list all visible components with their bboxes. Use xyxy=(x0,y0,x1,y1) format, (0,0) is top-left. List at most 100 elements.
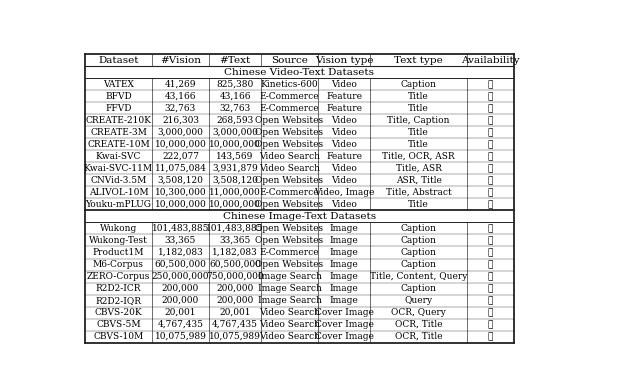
Text: Title, Caption: Title, Caption xyxy=(387,116,450,125)
Text: 216,303: 216,303 xyxy=(162,116,199,125)
Text: Open Websites: Open Websites xyxy=(255,116,324,125)
Text: 250,000,000: 250,000,000 xyxy=(152,272,209,281)
Text: Video Search: Video Search xyxy=(259,320,320,329)
Text: Caption: Caption xyxy=(401,80,436,89)
Text: Availability: Availability xyxy=(461,56,520,65)
Text: 4,767,435: 4,767,435 xyxy=(212,320,258,329)
Text: Title: Title xyxy=(408,140,429,149)
Text: 32,763: 32,763 xyxy=(220,104,251,113)
Text: Image: Image xyxy=(330,248,358,257)
Text: OCR, Title: OCR, Title xyxy=(395,320,442,329)
Text: OCR, Title: OCR, Title xyxy=(395,332,442,341)
Text: Wukong: Wukong xyxy=(100,224,137,233)
Text: E-Commerce: E-Commerce xyxy=(260,188,319,197)
Text: ✓: ✓ xyxy=(488,224,493,233)
Text: Chinese Image-Text Datasets: Chinese Image-Text Datasets xyxy=(223,212,376,221)
Text: 10,075,989: 10,075,989 xyxy=(209,332,261,341)
Text: 11,000,000: 11,000,000 xyxy=(209,188,261,197)
Text: ✗: ✗ xyxy=(488,140,493,149)
Text: ✓: ✓ xyxy=(488,248,493,257)
Text: Open Websites: Open Websites xyxy=(255,200,324,209)
Text: ✗: ✗ xyxy=(488,128,493,137)
Text: Image: Image xyxy=(330,260,358,269)
Text: Product1M: Product1M xyxy=(93,248,144,257)
Text: Youku-mPLUG: Youku-mPLUG xyxy=(86,200,152,209)
Text: Video: Video xyxy=(331,176,357,185)
Text: CREATE-10M: CREATE-10M xyxy=(87,140,150,149)
Text: Video Search: Video Search xyxy=(259,332,320,341)
Text: Feature: Feature xyxy=(326,104,362,113)
Text: Title: Title xyxy=(408,128,429,137)
Text: ✗: ✗ xyxy=(488,116,493,125)
Text: 3,000,000: 3,000,000 xyxy=(157,128,204,137)
Text: 10,000,000: 10,000,000 xyxy=(155,200,206,209)
Text: 101,483,885: 101,483,885 xyxy=(152,224,209,233)
Text: Image Search: Image Search xyxy=(258,284,321,293)
Text: E-Commerce: E-Commerce xyxy=(260,248,319,257)
Text: Video: Video xyxy=(331,128,357,137)
Text: 825,380: 825,380 xyxy=(216,80,253,89)
Text: 200,000: 200,000 xyxy=(162,296,199,305)
Text: Query: Query xyxy=(404,296,433,305)
Text: 33,365: 33,365 xyxy=(220,236,251,245)
Text: 3,508,120: 3,508,120 xyxy=(157,176,204,185)
Text: Open Websites: Open Websites xyxy=(255,176,324,185)
Text: FFVD: FFVD xyxy=(105,104,132,113)
Text: ✓: ✓ xyxy=(488,272,493,281)
Text: ✓: ✓ xyxy=(488,80,493,89)
Text: CBVS-20K: CBVS-20K xyxy=(95,308,142,317)
Text: Source: Source xyxy=(271,56,308,65)
Text: ✓: ✓ xyxy=(488,284,493,293)
Text: ✓: ✓ xyxy=(488,320,493,329)
Text: Open Websites: Open Websites xyxy=(255,224,324,233)
Text: Video Search: Video Search xyxy=(259,164,320,173)
Text: #Text: #Text xyxy=(220,56,251,65)
Text: 1,182,083: 1,182,083 xyxy=(157,248,204,257)
Text: Vision type: Vision type xyxy=(315,56,373,65)
Text: Video: Video xyxy=(331,200,357,209)
Text: Text type: Text type xyxy=(394,56,443,65)
Text: ✗: ✗ xyxy=(488,164,493,173)
Text: #Vision: #Vision xyxy=(160,56,201,65)
Text: CBVS-10M: CBVS-10M xyxy=(93,332,143,341)
Text: Caption: Caption xyxy=(401,248,436,257)
Text: Open Websites: Open Websites xyxy=(255,128,324,137)
Text: 10,075,989: 10,075,989 xyxy=(154,332,206,341)
Text: CBVS-5M: CBVS-5M xyxy=(96,320,141,329)
Text: 3,000,000: 3,000,000 xyxy=(212,128,258,137)
Text: 10,000,000: 10,000,000 xyxy=(209,200,261,209)
Text: Feature: Feature xyxy=(326,152,362,161)
Text: Image: Image xyxy=(330,296,358,305)
Text: E-Commerce: E-Commerce xyxy=(260,92,319,101)
Text: Image: Image xyxy=(330,236,358,245)
Text: Image Search: Image Search xyxy=(258,272,321,281)
Text: Title, ASR: Title, ASR xyxy=(396,164,442,173)
Text: 41,269: 41,269 xyxy=(164,80,196,89)
Text: 11,075,084: 11,075,084 xyxy=(154,164,206,173)
Text: Title: Title xyxy=(408,104,429,113)
Text: ✗: ✗ xyxy=(488,152,493,161)
Text: ASR, Title: ASR, Title xyxy=(396,176,442,185)
Text: VATEX: VATEX xyxy=(103,80,134,89)
Text: 32,763: 32,763 xyxy=(165,104,196,113)
Text: Image Search: Image Search xyxy=(258,296,321,305)
Text: Video: Video xyxy=(331,116,357,125)
Text: 33,365: 33,365 xyxy=(164,236,196,245)
Text: ✓: ✓ xyxy=(488,296,493,305)
Text: Caption: Caption xyxy=(401,236,436,245)
Text: 60,500,000: 60,500,000 xyxy=(154,260,206,269)
Text: Video: Video xyxy=(331,140,357,149)
Text: Title: Title xyxy=(408,200,429,209)
Text: 4,767,435: 4,767,435 xyxy=(157,320,204,329)
Text: ✓: ✓ xyxy=(488,200,493,209)
Text: 200,000: 200,000 xyxy=(162,284,199,293)
Text: Video: Video xyxy=(331,80,357,89)
Text: 268,593: 268,593 xyxy=(216,116,253,125)
Text: Wukong-Test: Wukong-Test xyxy=(89,236,148,245)
Text: 60,500,000: 60,500,000 xyxy=(209,260,261,269)
Text: Cover Image: Cover Image xyxy=(315,308,374,317)
Text: 101,483,885: 101,483,885 xyxy=(206,224,264,233)
Text: Video Search: Video Search xyxy=(259,308,320,317)
Text: CNVid-3.5M: CNVid-3.5M xyxy=(90,176,147,185)
Text: R2D2-ICR: R2D2-ICR xyxy=(96,284,141,293)
